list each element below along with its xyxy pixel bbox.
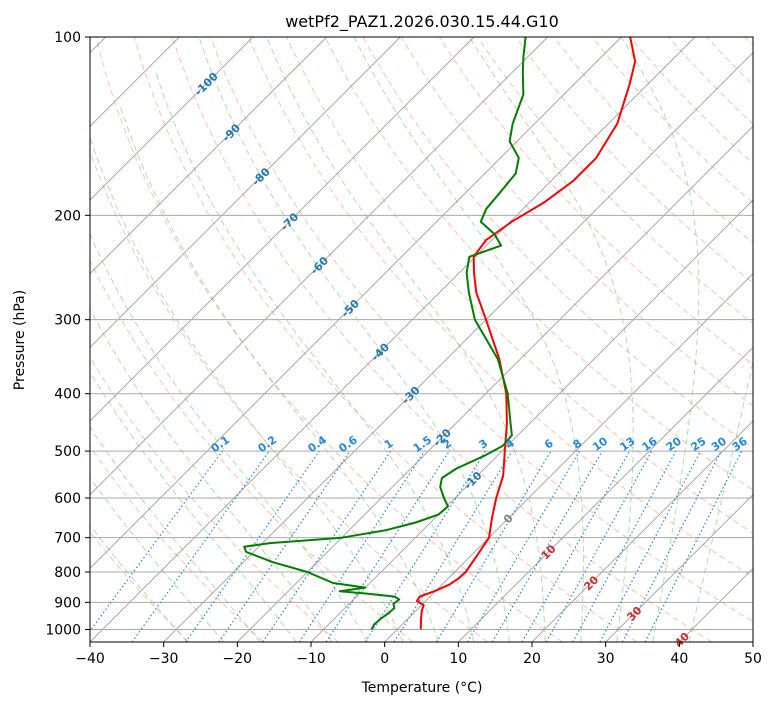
moist-adiabat <box>119 104 439 642</box>
isotherm-line <box>90 37 401 348</box>
mixing-ratio-line <box>364 450 486 642</box>
isotherm-line <box>458 346 753 642</box>
moist-adiabat <box>90 370 297 642</box>
isotherm-line <box>752 641 753 642</box>
mixing-ratio-line <box>491 450 603 642</box>
mixing-ratio-line <box>521 450 631 642</box>
x-tick-label: −20 <box>223 651 253 667</box>
isotherm-line <box>90 37 696 642</box>
isotherm-line <box>90 37 327 275</box>
data-series <box>243 37 637 630</box>
isotherm-line <box>163 52 753 642</box>
y-tick-label: 500 <box>54 444 81 460</box>
moist-adiabat <box>688 358 753 642</box>
x-axis-title: Temperature (°C) <box>361 680 483 696</box>
y-tick-label: 300 <box>54 313 81 329</box>
dry-adiabat <box>90 356 339 642</box>
isotherm-line <box>90 37 622 569</box>
x-tick-label: −10 <box>296 651 326 667</box>
isotherm-line <box>605 494 753 642</box>
y-tick-label: 700 <box>54 531 81 547</box>
dry-adiabat <box>171 37 712 642</box>
isotherm-line <box>237 125 753 642</box>
y-tick-label: 800 <box>54 565 81 581</box>
background-lines <box>90 37 753 642</box>
x-tick-label: 10 <box>449 651 467 667</box>
dry-adiabat <box>95 37 563 642</box>
x-tick-label: 0 <box>380 651 389 667</box>
y-tick-label: 200 <box>54 208 81 224</box>
moist-adiabat <box>90 308 333 642</box>
isotherm-line <box>90 37 254 201</box>
x-tick-label: −40 <box>75 651 105 667</box>
y-tick-label: 900 <box>54 595 81 611</box>
x-tick-label: −30 <box>149 651 179 667</box>
plot-frame <box>89 36 754 643</box>
dry-adiabat <box>515 37 753 284</box>
y-tick-label: 400 <box>54 387 81 403</box>
x-tick-label: 30 <box>597 651 615 667</box>
mixing-ratio-line <box>572 450 677 642</box>
isotherm-line <box>90 37 548 496</box>
dry-adiabat <box>248 37 753 578</box>
y-tick-label: 100 <box>54 30 81 46</box>
dry-adiabat <box>90 259 414 642</box>
moist-adiabat <box>155 72 475 642</box>
y-tick-label: 1000 <box>45 622 81 638</box>
isotherm-line <box>310 199 753 642</box>
chart-title: wetPf2_PAZ1.2026.030.15.44.G10 <box>285 12 559 32</box>
axes: −40 −30 −20 −10 0 10 20 30 40 50 100 200 300 400 500 60… <box>45 30 762 667</box>
y-axis-title: Pressure (hPa) <box>12 290 28 390</box>
dry-adiabat <box>324 37 753 491</box>
moist-adiabat <box>90 426 261 642</box>
moist-adiabat <box>353 37 584 642</box>
x-tick-label: 40 <box>670 651 688 667</box>
mixing-ratio-line <box>185 450 320 642</box>
mixing-ratio-line <box>545 450 653 642</box>
dry-adiabat <box>133 37 638 642</box>
isotherm-line <box>531 420 753 642</box>
dry-adiabat <box>210 37 753 623</box>
isotherm-line <box>90 37 475 422</box>
dewpoint-profile-line <box>243 37 527 630</box>
moist-adiabat <box>198 37 510 642</box>
mixing-ratio-line <box>435 450 552 642</box>
temperature-profile-line <box>415 37 637 630</box>
moist-adiabat <box>266 37 546 642</box>
x-tick-label: 50 <box>744 651 762 667</box>
y-tick-label: 600 <box>54 491 81 507</box>
mixing-ratio-line <box>466 450 580 642</box>
plot-background <box>90 37 753 642</box>
mixing-ratio-line <box>325 450 450 642</box>
mixing-ratio-line <box>218 450 351 642</box>
dry-adiabat <box>90 445 264 642</box>
mixing-ratio-line <box>393 450 513 642</box>
x-tick-label: 20 <box>523 651 541 667</box>
moist-adiabat <box>620 37 700 642</box>
dry-adiabat <box>286 37 753 534</box>
